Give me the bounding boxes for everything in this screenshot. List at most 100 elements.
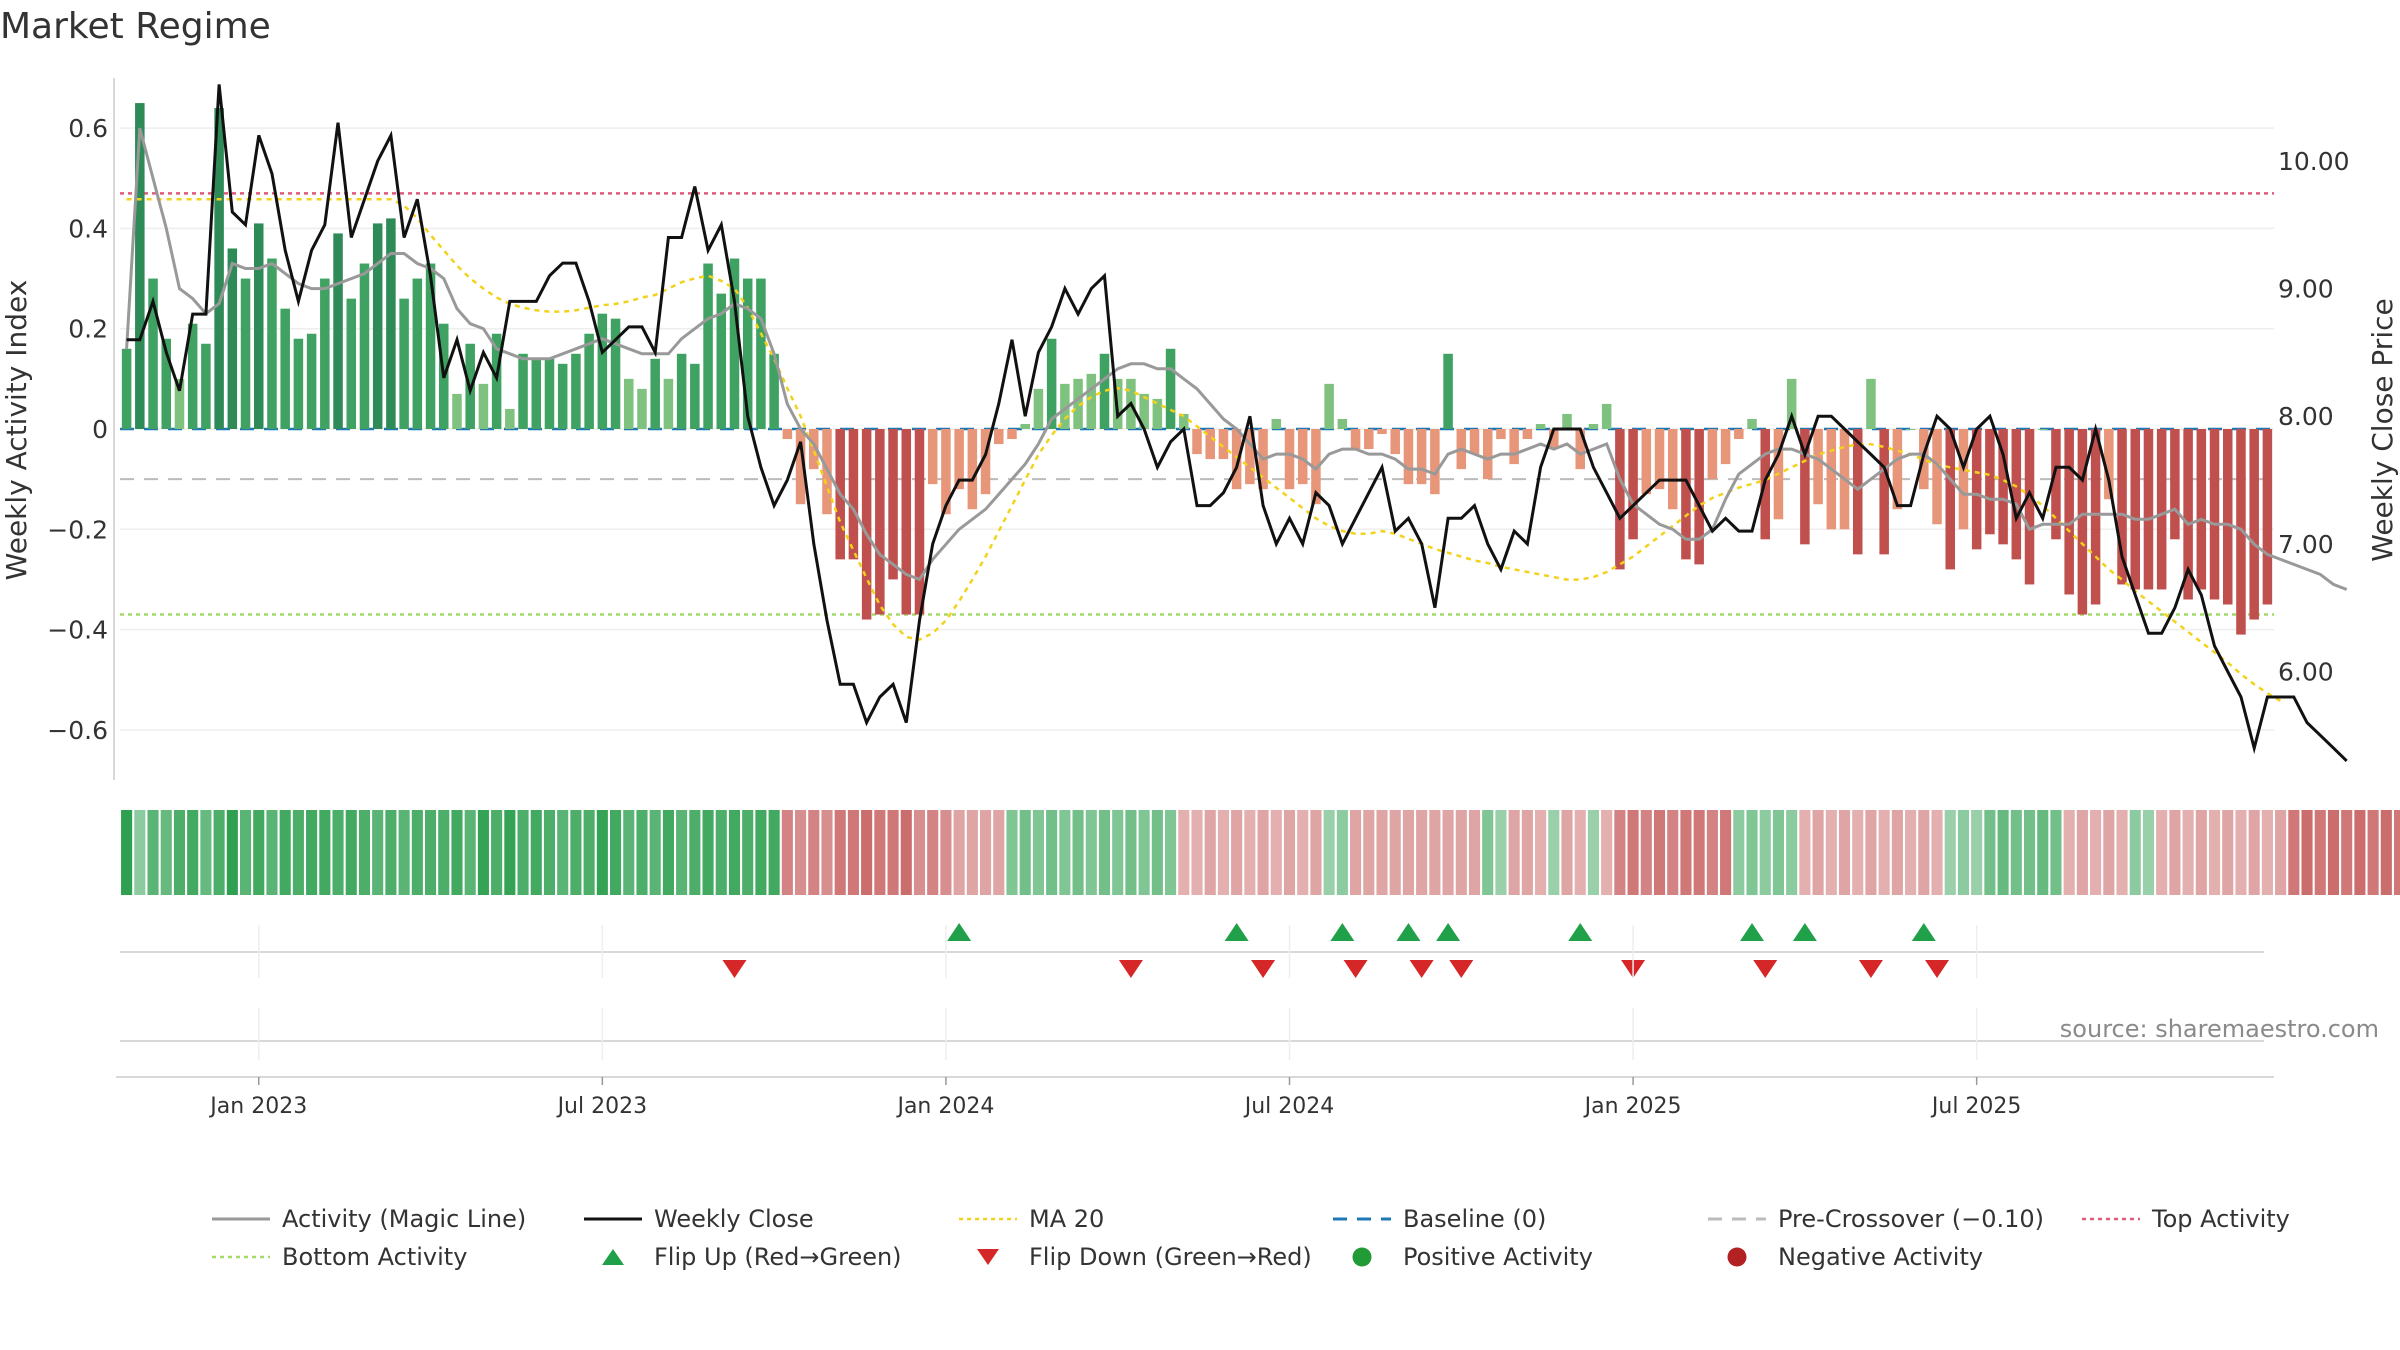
y-axis-label: Weekly Activity Index xyxy=(0,280,33,581)
legend-label: Pre-Crossover (−0.10) xyxy=(1778,1205,2045,1233)
activity-bar xyxy=(2130,429,2141,590)
regime-cell xyxy=(570,810,582,895)
activity-bar xyxy=(1641,429,1652,495)
activity-bar xyxy=(729,258,740,429)
activity-bar xyxy=(1403,429,1414,485)
regime-cell xyxy=(1614,810,1626,895)
regime-cell xyxy=(742,810,754,895)
legend-item-flip-up: Flip Up (Red→Green) xyxy=(582,1243,957,1271)
activity-bar xyxy=(1786,378,1797,429)
regime-cell xyxy=(1032,810,1044,895)
activity-bar xyxy=(901,429,912,615)
regime-cell xyxy=(1323,810,1335,895)
regime-cell xyxy=(834,810,846,895)
regime-cell xyxy=(1944,810,1956,895)
regime-cell xyxy=(662,810,674,895)
regime-cell xyxy=(1561,810,1573,895)
regime-cell xyxy=(2103,810,2115,895)
activity-bar xyxy=(676,353,687,429)
regime-cell xyxy=(173,810,186,895)
activity-bar xyxy=(121,348,132,429)
activity-bar xyxy=(1099,353,1110,429)
activity-bar xyxy=(1734,429,1744,440)
activity-bar xyxy=(1601,403,1612,429)
activity-bar xyxy=(1971,429,1982,550)
regime-cell xyxy=(134,810,146,895)
activity-bar xyxy=(650,358,660,429)
flip-down-marker xyxy=(1858,960,1883,978)
activity-bar xyxy=(1218,429,1229,460)
activity-bar xyxy=(2117,429,2127,585)
activity-bar xyxy=(1509,429,1519,465)
activity-bar xyxy=(1020,423,1030,429)
activity-bar xyxy=(742,278,753,429)
activity-bar xyxy=(1892,429,1903,510)
legend-item-ma20: MA 20 xyxy=(957,1205,1331,1233)
regime-cell xyxy=(1231,810,1243,895)
regime-cell xyxy=(1178,810,1190,895)
activity-bar xyxy=(1086,373,1097,429)
regime-cell xyxy=(1852,810,1864,895)
activity-bar xyxy=(941,429,951,515)
regime-cell xyxy=(596,810,608,895)
activity-bar xyxy=(1905,429,1916,430)
legend-item-positive-activity: Positive Activity xyxy=(1331,1243,1706,1271)
activity-bar xyxy=(888,429,898,580)
regime-cell xyxy=(121,810,133,895)
regime-cell xyxy=(1733,810,1745,895)
series-lines xyxy=(125,84,2348,762)
flip-down-marker xyxy=(1118,960,1143,978)
regime-cell xyxy=(1310,810,1322,895)
activity-bar xyxy=(491,333,502,429)
activity-bar xyxy=(1271,418,1282,429)
regime-cell xyxy=(583,810,595,895)
ma20-line xyxy=(126,198,2282,702)
activity-bar xyxy=(690,363,700,429)
activity-bar xyxy=(1350,429,1361,450)
regime-cell xyxy=(1508,810,1520,895)
regime-cell xyxy=(2023,810,2036,895)
activity-bar xyxy=(809,429,819,470)
activity-bar xyxy=(1205,429,1215,460)
activity-bar xyxy=(624,378,634,429)
regime-cell xyxy=(887,810,899,895)
x-tick-label: Jan 2024 xyxy=(895,1094,994,1119)
regime-cell xyxy=(1786,810,1798,895)
y2-tick-label: 6.00 xyxy=(2278,658,2334,687)
activity-bar xyxy=(1998,429,2008,545)
legend-item-flip-down: Flip Down (Green→Red) xyxy=(957,1243,1331,1271)
regime-cell xyxy=(226,810,238,895)
activity-bar xyxy=(1416,429,1427,485)
regime-cell xyxy=(2301,810,2313,895)
regime-cell xyxy=(1019,810,1031,895)
activity-bar xyxy=(1720,429,1731,465)
regime-cell xyxy=(239,810,252,895)
regime-cell xyxy=(2261,810,2273,895)
regime-cell xyxy=(1720,810,1732,895)
legend-item-weekly-close: Weekly Close xyxy=(582,1205,957,1233)
activity-bar xyxy=(1932,429,1942,525)
regime-cell xyxy=(372,810,384,895)
regime-cell xyxy=(424,810,437,895)
regime-cell xyxy=(1416,810,1428,895)
regime-cell xyxy=(623,810,635,895)
regime-cell xyxy=(1640,810,1652,895)
activity-bar xyxy=(716,293,727,429)
x-axis: Jan 2023 Jul 2023 Jan 2024 Jul 2024 Jan 2025… xyxy=(116,925,2274,1119)
activity-bar xyxy=(571,353,581,429)
regime-cell xyxy=(2090,810,2102,895)
positive-dot-icon xyxy=(1352,1247,1372,1267)
regime-cell xyxy=(1984,810,1996,895)
activity-bar xyxy=(187,323,198,429)
flip-down-marker xyxy=(1251,960,1276,978)
magic-line xyxy=(125,127,2348,591)
activity-bar xyxy=(531,358,542,429)
activity-bar xyxy=(914,429,925,615)
activity-bar xyxy=(2222,429,2233,605)
activity-bar xyxy=(2077,429,2088,615)
activity-bar xyxy=(1522,429,1533,440)
regime-cell xyxy=(385,810,397,895)
activity-bar xyxy=(1628,429,1638,540)
regime-cell xyxy=(1667,810,1679,895)
